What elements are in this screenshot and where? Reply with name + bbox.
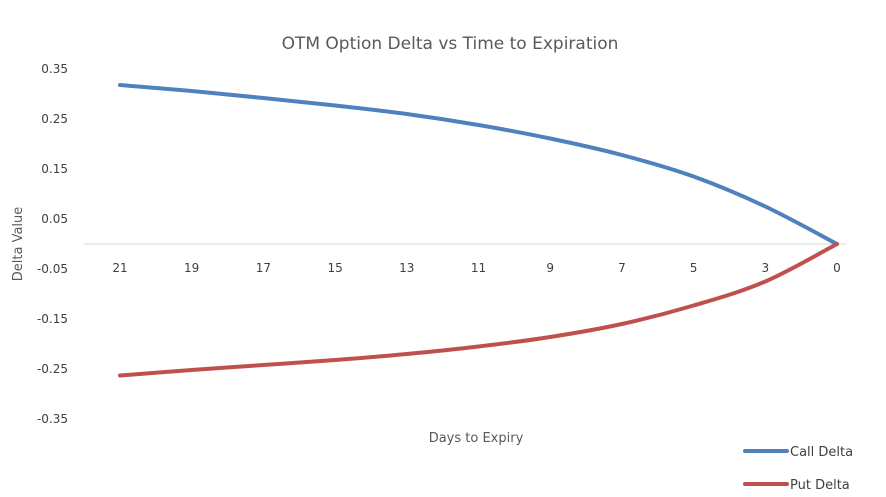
y-axis-ticks: 0.35 0.25 0.15 0.05 -0.05 -0.15 -0.25 -0.35 xyxy=(37,62,68,426)
x-axis-ticks: 21 19 17 15 13 11 9 7 5 3 0 xyxy=(112,261,840,275)
legend: Call Delta Put Delta xyxy=(743,445,853,493)
y-tick-label: -0.25 xyxy=(37,362,68,376)
x-tick-label: 13 xyxy=(399,261,414,275)
y-axis-title: Delta Value xyxy=(11,207,26,282)
x-tick-label: 17 xyxy=(256,261,271,275)
x-tick-label: 19 xyxy=(184,261,199,275)
x-tick-label: 0 xyxy=(833,261,841,275)
y-tick-label: -0.15 xyxy=(37,312,68,326)
x-axis-title: Days to Expiry xyxy=(429,431,524,446)
x-tick-label: 3 xyxy=(761,261,769,275)
y-tick-label: 0.05 xyxy=(41,212,68,226)
legend-label: Call Delta xyxy=(790,445,853,460)
x-tick-label: 9 xyxy=(546,261,554,275)
y-tick-label: -0.05 xyxy=(37,262,68,276)
y-tick-label: -0.35 xyxy=(37,412,68,426)
x-tick-label: 15 xyxy=(327,261,342,275)
legend-label: Put Delta xyxy=(790,478,850,493)
series-line-put-delta xyxy=(118,242,839,378)
x-tick-label: 7 xyxy=(618,261,626,275)
chart-title: OTM Option Delta vs Time to Expiration xyxy=(282,34,619,54)
y-tick-label: 0.25 xyxy=(41,112,68,126)
series-lines xyxy=(118,83,839,378)
y-tick-label: 0.35 xyxy=(41,62,68,76)
y-tick-label: 0.15 xyxy=(41,162,68,176)
x-tick-label: 5 xyxy=(690,261,698,275)
series-line-call-delta xyxy=(118,83,839,246)
x-tick-label: 11 xyxy=(471,261,486,275)
x-tick-label: 21 xyxy=(112,261,127,275)
